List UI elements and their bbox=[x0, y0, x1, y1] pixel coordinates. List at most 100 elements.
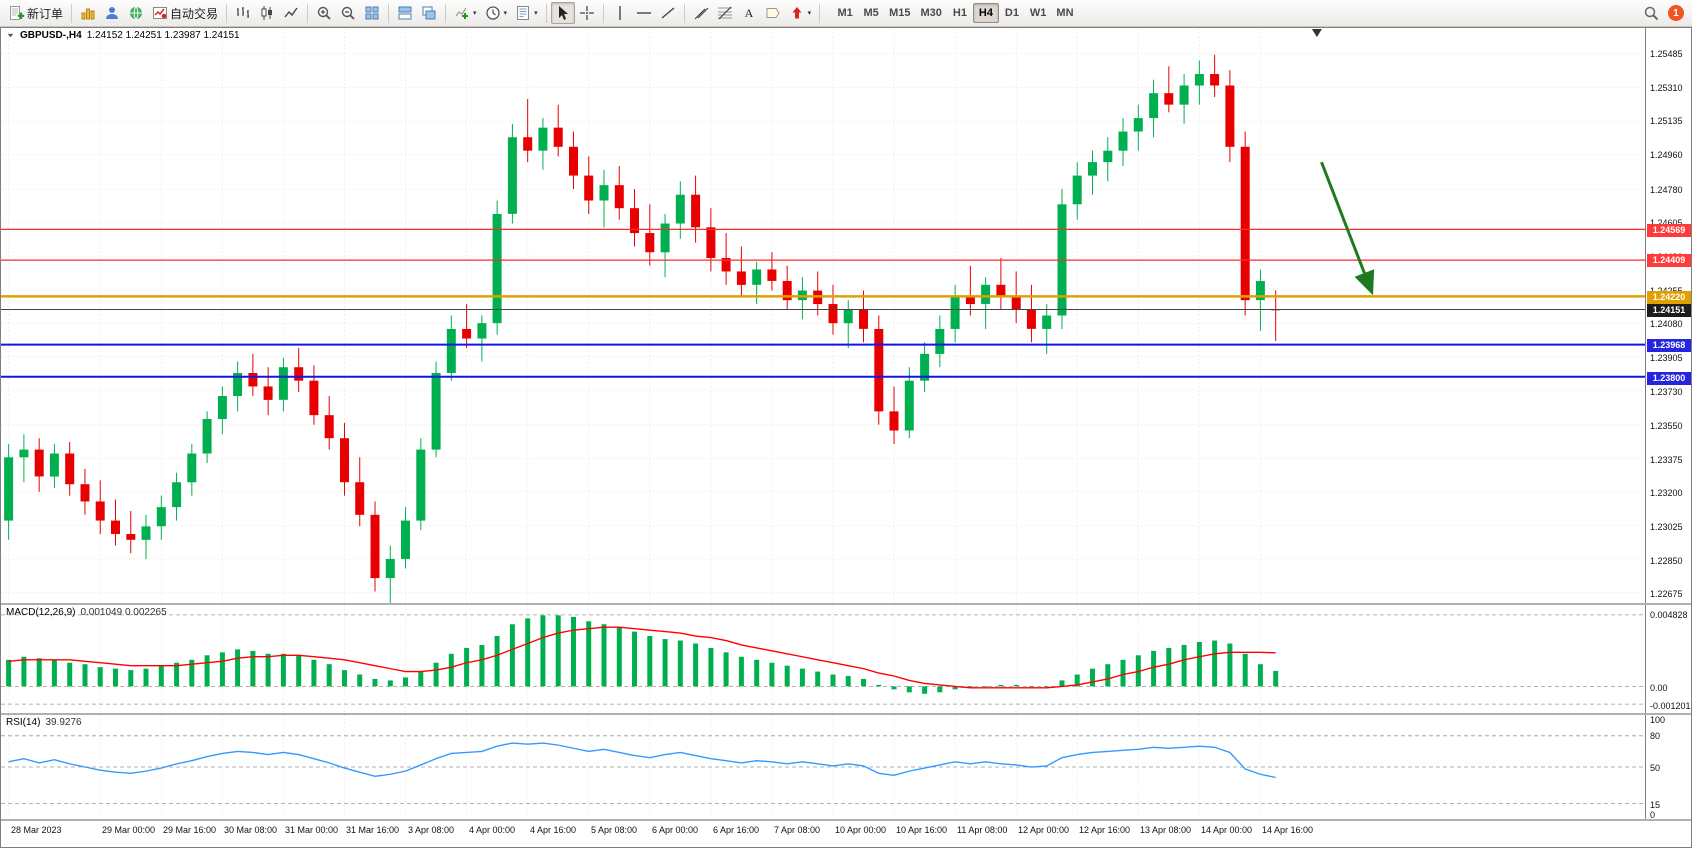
auto-arrange-button[interactable] bbox=[393, 2, 417, 24]
rsi-chart-canvas[interactable] bbox=[1, 715, 1645, 819]
time-label: 12 Apr 00:00 bbox=[1018, 825, 1070, 835]
toolbar-separator bbox=[71, 3, 73, 23]
profile-button[interactable] bbox=[100, 2, 124, 24]
price-label: 1.23800 bbox=[1647, 372, 1691, 385]
timeframe-m30[interactable]: M30 bbox=[920, 7, 942, 19]
time-label: 28 Mar 2023 bbox=[11, 825, 62, 835]
charts-button[interactable] bbox=[76, 2, 100, 24]
price-plot-area[interactable] bbox=[1, 28, 1645, 603]
rsi-tick: 15 bbox=[1650, 800, 1661, 810]
community-button[interactable] bbox=[124, 2, 148, 24]
macd-tick: 0.004828 bbox=[1650, 610, 1688, 620]
chevron-down-icon: ▾ bbox=[807, 10, 812, 17]
price-tick: 1.23550 bbox=[1650, 421, 1683, 431]
time-label: 14 Apr 16:00 bbox=[1262, 825, 1314, 835]
cursor-icon bbox=[555, 5, 571, 21]
label-icon bbox=[765, 5, 781, 21]
macd-panel: MACD(12,26,9) 0.001049 0.002265 0.004828… bbox=[1, 605, 1691, 715]
text-button[interactable]: A bbox=[737, 2, 761, 24]
timeframe-bar: M1 M5 M15 M30 H1 H4 D1 W1 MN bbox=[832, 3, 1078, 23]
cursor-button[interactable] bbox=[550, 2, 575, 24]
macd-plot-area[interactable] bbox=[1, 605, 1645, 713]
timeframe-w1[interactable]: W1 bbox=[1029, 7, 1047, 19]
hline-icon bbox=[636, 5, 652, 21]
price-label: 1.23968 bbox=[1647, 339, 1691, 352]
timeframe-mn[interactable]: MN bbox=[1056, 7, 1074, 19]
price-tick: 1.25135 bbox=[1650, 116, 1683, 126]
price-tick: 1.24080 bbox=[1650, 319, 1683, 329]
template-icon bbox=[515, 5, 531, 21]
rsi-label: RSI(14) bbox=[6, 717, 41, 728]
time-label: 29 Mar 00:00 bbox=[102, 825, 156, 835]
timeframe-m5[interactable]: M5 bbox=[863, 7, 879, 19]
rsi-tick: 100 bbox=[1650, 715, 1666, 725]
rsi-scale[interactable]: 100 80 50 15 0 bbox=[1645, 715, 1691, 820]
price-label: 1.24569 bbox=[1647, 224, 1691, 237]
label-button[interactable] bbox=[761, 2, 785, 24]
trendline-button[interactable] bbox=[656, 2, 680, 24]
templates-button[interactable]: ▾ bbox=[511, 2, 542, 24]
new-order-button[interactable]: 新订单 bbox=[5, 2, 67, 24]
time-label: 14 Apr 00:00 bbox=[1201, 825, 1253, 835]
price-label: 1.24151 bbox=[1647, 304, 1691, 317]
zoom-out-icon bbox=[340, 5, 356, 21]
chart-ohlc-header: GBPUSD-,H4 1.24152 1.24251 1.23987 1.241… bbox=[6, 30, 240, 41]
price-tick: 1.23905 bbox=[1650, 353, 1683, 363]
macd-header: MACD(12,26,9) 0.001049 0.002265 bbox=[6, 607, 167, 618]
toolbar-right: 1 bbox=[1639, 2, 1687, 24]
timeframe-h4[interactable]: H4 bbox=[972, 3, 999, 23]
time-label: 3 Apr 08:00 bbox=[408, 825, 455, 835]
crosshair-button[interactable] bbox=[575, 2, 599, 24]
candle-chart-button[interactable] bbox=[255, 2, 279, 24]
tile-windows-button[interactable] bbox=[360, 2, 384, 24]
periods-button[interactable]: ▾ bbox=[481, 2, 512, 24]
chart-collapse-icon[interactable] bbox=[6, 31, 15, 40]
channel-button[interactable] bbox=[689, 2, 713, 24]
autotrade-button[interactable]: 自动交易 bbox=[148, 2, 222, 24]
timeframe-d1[interactable]: D1 bbox=[1004, 7, 1019, 19]
rsi-plot-area[interactable] bbox=[1, 715, 1645, 819]
hline-button[interactable] bbox=[632, 2, 656, 24]
timeframe-m1[interactable]: M1 bbox=[837, 7, 853, 19]
notification-badge[interactable]: 1 bbox=[1668, 5, 1684, 21]
timeframe-h1[interactable]: H1 bbox=[952, 7, 967, 19]
fibo-button[interactable] bbox=[713, 2, 737, 24]
price-chart-canvas[interactable] bbox=[1, 28, 1645, 603]
bar-chart-icon bbox=[235, 5, 251, 21]
clock-icon bbox=[485, 5, 501, 21]
macd-scale[interactable]: 0.004828 0.00 -0.001201 bbox=[1645, 605, 1691, 713]
macd-chart-canvas[interactable] bbox=[1, 605, 1645, 713]
price-tick: 1.23025 bbox=[1650, 522, 1683, 532]
indicators-button[interactable]: ▾ bbox=[450, 2, 481, 24]
zoom-out-button[interactable] bbox=[336, 2, 360, 24]
chevron-down-icon: ▾ bbox=[503, 10, 508, 17]
zoom-in-button[interactable] bbox=[312, 2, 336, 24]
chart-title: GBPUSD-,H4 bbox=[20, 30, 82, 41]
toolbar-separator bbox=[602, 3, 604, 23]
line-chart-button[interactable] bbox=[279, 2, 303, 24]
chevron-down-icon: ▾ bbox=[473, 10, 477, 17]
price-tick: 1.23730 bbox=[1650, 387, 1683, 397]
price-label: 1.24220 bbox=[1647, 291, 1691, 304]
macd-values: 0.001049 0.002265 bbox=[80, 607, 167, 618]
price-tick: 1.24605 bbox=[1650, 218, 1683, 228]
toolbar-separator bbox=[445, 3, 447, 23]
main-toolbar: 新订单 自动交易 ▾ ▾ ▾ A ▾ M1 M5 M15 M30 H1 H4 D1 W1 MN 1 bbox=[0, 0, 1692, 27]
price-scale[interactable]: 1.25485 1.25310 1.25135 1.24960 1.24780 1.246… bbox=[1645, 28, 1691, 603]
price-tick: 1.25310 bbox=[1650, 83, 1683, 93]
bar-chart-button[interactable] bbox=[231, 2, 255, 24]
autotrade-button-label: 自动交易 bbox=[170, 6, 219, 21]
vline-button[interactable] bbox=[608, 2, 632, 24]
search-button[interactable] bbox=[1639, 2, 1663, 24]
arrows-button[interactable]: ▾ bbox=[785, 2, 816, 24]
candles bbox=[4, 54, 1281, 603]
price-tick: 1.23200 bbox=[1650, 488, 1683, 498]
timeframe-m15[interactable]: M15 bbox=[889, 7, 911, 19]
shift-marker-icon bbox=[1311, 28, 1322, 37]
time-label: 5 Apr 08:00 bbox=[591, 825, 638, 835]
time-axis[interactable]: 28 Mar 2023 29 Mar 00:00 29 Mar 16:00 30 Ma… bbox=[1, 821, 1691, 841]
rsi-tick: 80 bbox=[1650, 731, 1661, 741]
cascade-button[interactable] bbox=[417, 2, 441, 24]
rsi-tick: 0 bbox=[1650, 810, 1656, 820]
text-icon: A bbox=[741, 5, 757, 21]
